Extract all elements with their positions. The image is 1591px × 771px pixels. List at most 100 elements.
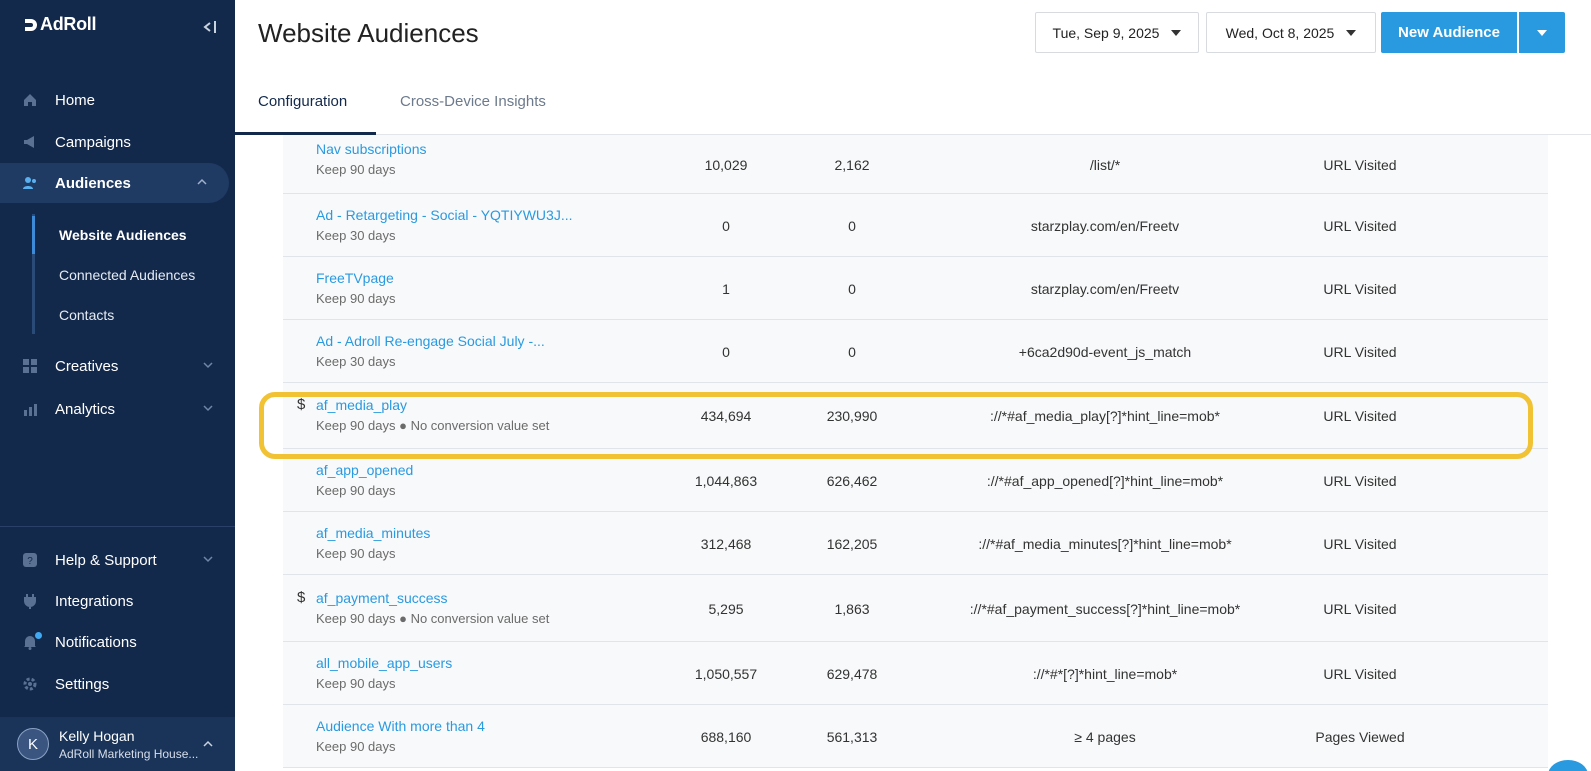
nav-help-support[interactable]: ? Help & Support bbox=[0, 540, 235, 580]
page-title: Website Audiences bbox=[258, 18, 479, 48]
new-audience-button[interactable]: New Audience bbox=[1381, 12, 1517, 53]
audience-name-link[interactable]: af_media_minutes bbox=[316, 525, 431, 541]
audience-retention: Keep 90 days bbox=[316, 676, 396, 691]
nav-label: Home bbox=[55, 91, 96, 109]
nav-label: Audiences bbox=[55, 174, 131, 192]
audience-type: URL Visited bbox=[1323, 157, 1397, 173]
table-row[interactable]: Ad - Retargeting - Social - YQTIYWU3J...… bbox=[283, 194, 1548, 257]
audience-retention: Keep 30 days bbox=[316, 228, 396, 243]
audience-name-link[interactable]: af_payment_success bbox=[316, 590, 448, 606]
subnav-connected-audiences[interactable]: Connected Audiences bbox=[59, 267, 196, 283]
audience-retention: Keep 90 days ● No conversion value set bbox=[316, 611, 550, 626]
sidebar: AdRoll Home Campaigns Audiences Website … bbox=[0, 0, 235, 771]
audience-size: 1,050,557 bbox=[694, 666, 758, 682]
sidebar-divider bbox=[0, 526, 235, 527]
audience-name-link[interactable]: Audience With more than 4 bbox=[316, 718, 485, 734]
conversion-dollar-icon: $ bbox=[297, 589, 306, 606]
audience-name-link[interactable]: af_media_play bbox=[316, 397, 408, 413]
audience-count: 0 bbox=[848, 344, 856, 360]
tab-configuration[interactable]: Configuration bbox=[258, 93, 348, 110]
user-org: AdRoll Marketing House... bbox=[59, 746, 199, 761]
audience-retention: Keep 90 days bbox=[316, 162, 396, 177]
audience-name-link[interactable]: FreeTVpage bbox=[316, 270, 394, 286]
audience-retention: Keep 30 days bbox=[316, 354, 396, 369]
caret-down-icon bbox=[1171, 29, 1182, 36]
new-audience-dropdown-button[interactable] bbox=[1519, 12, 1565, 53]
megaphone-icon bbox=[22, 134, 38, 150]
audience-type: URL Visited bbox=[1323, 666, 1397, 682]
audience-rule: ://*#af_media_minutes[?]*hint_line=mob* bbox=[978, 536, 1232, 552]
nav-creatives[interactable]: Creatives bbox=[0, 346, 235, 386]
table-row[interactable]: FreeTVpage Keep 90 days 1 0 starzplay.com/en… bbox=[283, 257, 1548, 320]
active-tab-indicator bbox=[235, 132, 376, 135]
audience-name-link[interactable]: Ad - Retargeting - Social - YQTIYWU3J... bbox=[316, 207, 573, 223]
table-row[interactable]: Audience With more than 4 Keep 90 days 688… bbox=[283, 705, 1548, 768]
audience-retention: Keep 90 days bbox=[316, 291, 396, 306]
audience-type: URL Visited bbox=[1323, 408, 1397, 424]
adroll-logo[interactable]: AdRoll bbox=[22, 14, 97, 35]
chevron-down-icon bbox=[203, 362, 213, 369]
svg-text:?: ? bbox=[27, 556, 33, 567]
nav-notifications[interactable]: Notifications bbox=[0, 622, 235, 662]
audience-type: URL Visited bbox=[1323, 281, 1397, 297]
chevron-up-icon bbox=[203, 740, 213, 747]
chat-widget[interactable] bbox=[1548, 760, 1588, 771]
audience-size: 10,029 bbox=[704, 157, 748, 173]
audience-rule: ://*#af_payment_success[?]*hint_line=mob… bbox=[969, 601, 1241, 617]
audience-name-link[interactable]: Ad - Adroll Re-engage Social July -... bbox=[316, 333, 545, 349]
collapse-sidebar-icon[interactable] bbox=[200, 19, 218, 35]
end-date-picker[interactable]: Wed, Oct 8, 2025 bbox=[1206, 12, 1376, 53]
audience-rule: /list/* bbox=[1089, 157, 1121, 173]
table-row[interactable]: $ af_payment_success Keep 90 days ● No con… bbox=[283, 575, 1548, 642]
chevron-down-icon bbox=[203, 556, 213, 563]
nav-settings[interactable]: Settings bbox=[0, 664, 235, 704]
nav-integrations[interactable]: Integrations bbox=[0, 581, 235, 621]
nav-label: Integrations bbox=[55, 592, 134, 610]
subnav-website-audiences[interactable]: Website Audiences bbox=[59, 227, 187, 243]
people-icon bbox=[22, 175, 38, 191]
end-date-label: Wed, Oct 8, 2025 bbox=[1225, 24, 1335, 41]
audience-type: URL Visited bbox=[1323, 218, 1397, 234]
audience-retention: Keep 90 days ● No conversion value set bbox=[316, 418, 550, 433]
audience-rule: ://*#af_app_opened[?]*hint_line=mob* bbox=[986, 473, 1224, 489]
tab-cross-device-insights[interactable]: Cross-Device Insights bbox=[400, 93, 546, 110]
nav-audiences[interactable]: Audiences bbox=[0, 163, 229, 203]
audience-size: 434,694 bbox=[700, 408, 752, 424]
subnav-contacts[interactable]: Contacts bbox=[59, 307, 115, 323]
nav-label: Notifications bbox=[55, 633, 137, 651]
table-row[interactable]: Nav subscriptions Keep 90 days 10,029 2,162… bbox=[283, 135, 1548, 194]
start-date-label: Tue, Sep 9, 2025 bbox=[1052, 24, 1160, 41]
audience-count: 626,462 bbox=[826, 473, 878, 489]
audience-name-link[interactable]: Nav subscriptions bbox=[316, 141, 427, 157]
audience-type: URL Visited bbox=[1323, 473, 1397, 489]
audience-size: 0 bbox=[722, 218, 730, 234]
table-row[interactable]: af_media_minutes Keep 90 days 312,468 162,2… bbox=[283, 512, 1548, 575]
audience-name-link[interactable]: all_mobile_app_users bbox=[316, 655, 453, 671]
nav-analytics[interactable]: Analytics bbox=[0, 389, 235, 429]
audience-name-link[interactable]: af_app_opened bbox=[316, 462, 414, 478]
home-icon bbox=[22, 92, 38, 108]
table-row[interactable]: all_mobile_app_users Keep 90 days 1,050,55… bbox=[283, 642, 1548, 705]
audience-size: 5,295 bbox=[708, 601, 744, 617]
nav-label: Help & Support bbox=[55, 551, 157, 569]
grid-icon bbox=[22, 358, 38, 374]
audience-size: 312,468 bbox=[700, 536, 752, 552]
chart-icon bbox=[22, 401, 38, 417]
audience-type: Pages Viewed bbox=[1315, 729, 1405, 745]
start-date-picker[interactable]: Tue, Sep 9, 2025 bbox=[1035, 12, 1199, 53]
audience-retention: Keep 90 days bbox=[316, 739, 396, 754]
audience-type: URL Visited bbox=[1323, 344, 1397, 360]
nav-campaigns[interactable]: Campaigns bbox=[0, 122, 235, 162]
table-row[interactable]: Ad - Adroll Re-engage Social July -... Ke… bbox=[283, 320, 1548, 383]
nav-home[interactable]: Home bbox=[0, 80, 235, 120]
audience-type: URL Visited bbox=[1323, 536, 1397, 552]
user-menu[interactable]: K Kelly Hogan AdRoll Marketing House... bbox=[0, 717, 235, 771]
audience-retention: Keep 90 days bbox=[316, 483, 396, 498]
caret-down-icon bbox=[1346, 29, 1357, 36]
table-row[interactable]: $ af_media_play Keep 90 days ● No conversi… bbox=[283, 383, 1548, 449]
avatar: K bbox=[17, 728, 49, 760]
nav-label: Settings bbox=[55, 675, 110, 693]
audience-size: 0 bbox=[722, 344, 730, 360]
notification-badge bbox=[35, 632, 42, 639]
table-row[interactable]: af_app_opened Keep 90 days 1,044,863 626,46… bbox=[283, 449, 1548, 512]
